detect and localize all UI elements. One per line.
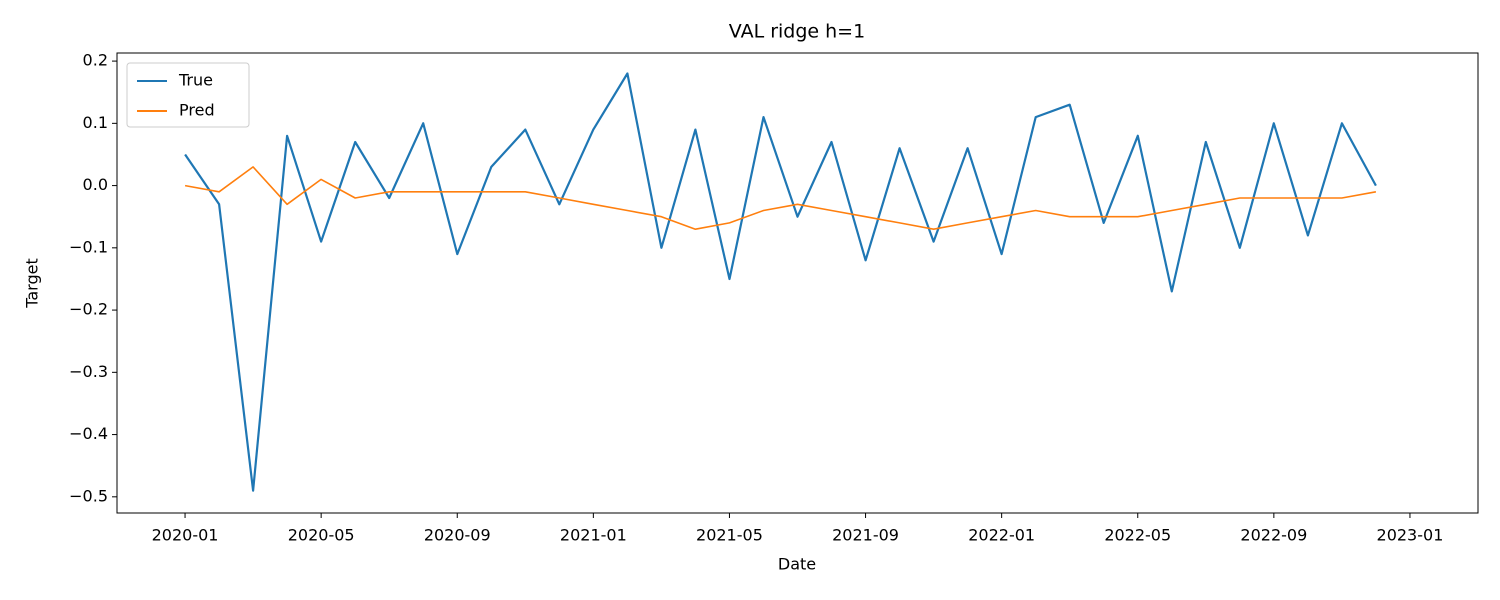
y-tick-label: 0.1 — [83, 113, 108, 132]
x-tick-label: 2022-05 — [1104, 526, 1171, 545]
y-tick-label: −0.3 — [69, 362, 108, 381]
series-line — [184, 166, 1377, 230]
x-tick-label: 2022-09 — [1240, 526, 1307, 545]
x-tick-label: 2020-05 — [288, 526, 355, 545]
plot-frame — [116, 52, 1479, 514]
y-tick-label: 0.0 — [83, 175, 108, 194]
y-tick-label: −0.5 — [69, 486, 108, 505]
x-tick-label: 2020-01 — [152, 526, 219, 545]
legend-label: True — [178, 71, 213, 90]
x-tick-label: 2022-01 — [968, 526, 1035, 545]
y-tick-label: −0.1 — [69, 237, 108, 256]
series-line — [184, 72, 1377, 492]
x-tick-label: 2021-01 — [560, 526, 627, 545]
x-axis-label: Date — [778, 555, 816, 574]
y-axis-label: Target — [23, 258, 42, 309]
x-tick-label: 2023-01 — [1377, 526, 1444, 545]
x-tick-label: 2021-09 — [832, 526, 899, 545]
legend-label: Pred — [179, 101, 215, 120]
x-tick-label: 2021-05 — [696, 526, 763, 545]
y-tick-label: −0.2 — [69, 300, 108, 319]
chart-title: VAL ridge h=1 — [729, 21, 865, 43]
x-tick-label: 2020-09 — [424, 526, 491, 545]
y-tick-label: −0.4 — [69, 424, 108, 443]
y-tick-label: 0.2 — [83, 51, 108, 70]
